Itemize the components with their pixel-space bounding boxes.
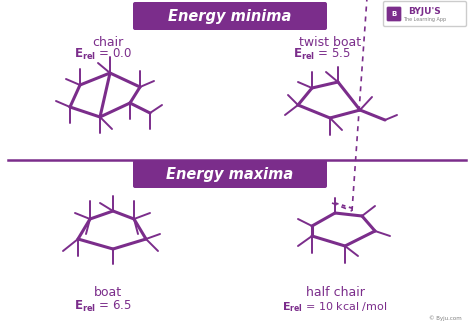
- Text: boat: boat: [94, 287, 122, 299]
- Text: $\mathbf{E_{rel}}$ = 10 kcal /mol: $\mathbf{E_{rel}}$ = 10 kcal /mol: [283, 300, 388, 314]
- Text: half chair: half chair: [306, 287, 365, 299]
- FancyBboxPatch shape: [387, 7, 401, 21]
- FancyBboxPatch shape: [133, 160, 327, 188]
- Text: $\mathbf{E_{rel}}$ = 6.5: $\mathbf{E_{rel}}$ = 6.5: [74, 298, 132, 314]
- FancyBboxPatch shape: [383, 2, 466, 26]
- Text: BYJU'S: BYJU'S: [409, 6, 441, 16]
- Text: The Learning App: The Learning App: [403, 16, 447, 22]
- Text: twist boat: twist boat: [299, 36, 361, 48]
- Text: Energy maxima: Energy maxima: [166, 166, 293, 182]
- Text: chair: chair: [92, 36, 124, 48]
- Text: $\mathbf{E_{rel}}$ = 5.5: $\mathbf{E_{rel}}$ = 5.5: [293, 47, 351, 62]
- Text: © Byju.com: © Byju.com: [428, 315, 461, 321]
- Text: Energy minima: Energy minima: [168, 8, 292, 24]
- Text: B: B: [392, 11, 397, 17]
- Text: $\mathbf{E_{rel}}$ = 0.0: $\mathbf{E_{rel}}$ = 0.0: [74, 47, 132, 62]
- FancyBboxPatch shape: [133, 2, 327, 30]
